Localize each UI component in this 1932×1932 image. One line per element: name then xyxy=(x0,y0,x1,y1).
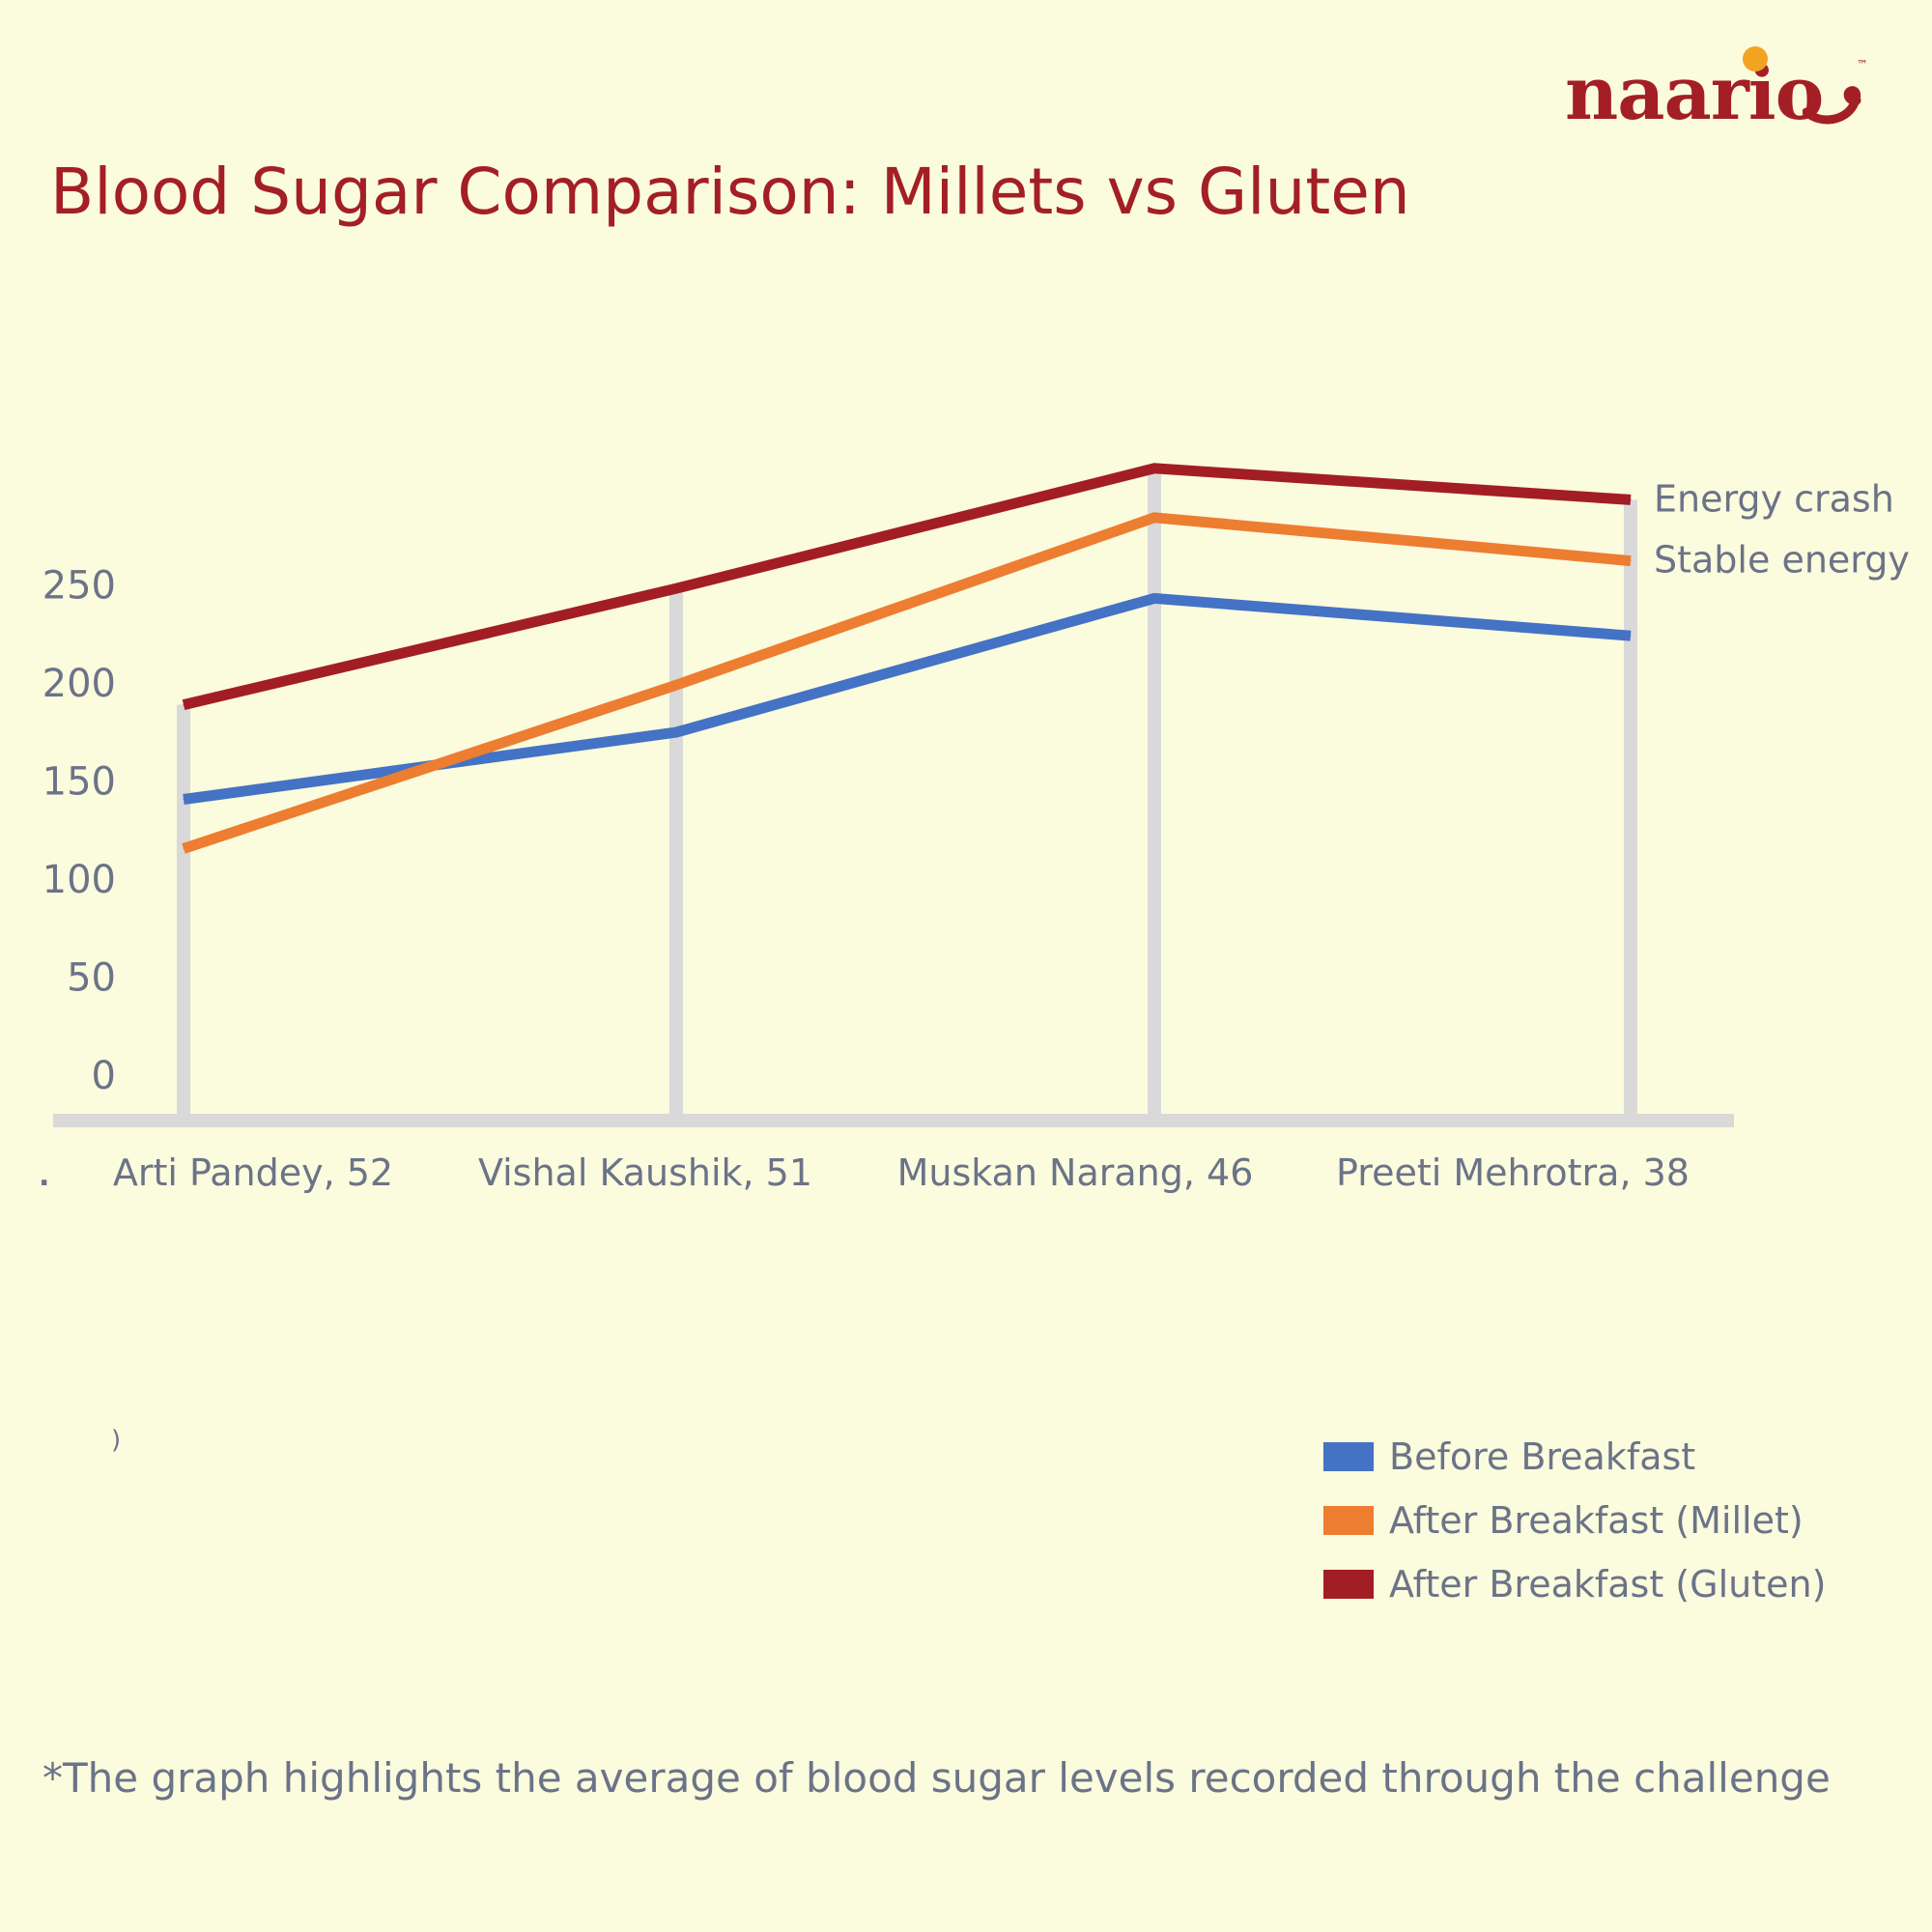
y-tick-label-250: 250 xyxy=(43,564,116,609)
annotation-0: Energy crash xyxy=(1654,477,1894,520)
footnote: *The graph highlights the average of blo… xyxy=(43,1754,1831,1802)
y-tick-label-0: 0 xyxy=(92,1054,116,1098)
legend-label-gluten: After Breakfast (Gluten) xyxy=(1389,1563,1827,1605)
series-line-0 xyxy=(183,592,1632,805)
legend-swatch-gluten xyxy=(1323,1570,1374,1599)
legend-item-millet: After Breakfast (Millet) xyxy=(1323,1489,1826,1552)
data-point-1-3 xyxy=(1630,560,1632,562)
data-point-1-2 xyxy=(1153,517,1155,519)
data-point-0-2 xyxy=(1153,597,1155,599)
data-point-2-2 xyxy=(1153,468,1155,469)
stray-mark: . xyxy=(39,1159,49,1193)
legend-label-before: Before Breakfast xyxy=(1389,1435,1696,1478)
data-point-0-1 xyxy=(675,731,677,733)
annotation-1: Stable energy xyxy=(1654,539,1910,582)
logo-dot xyxy=(1743,46,1768,71)
legend-item-gluten: After Breakfast (Gluten) xyxy=(1323,1552,1826,1616)
data-point-2-1 xyxy=(675,587,677,589)
y-tick-label-150: 150 xyxy=(43,760,116,805)
data-point-1-0 xyxy=(183,848,185,849)
legend-swatch-before xyxy=(1323,1442,1374,1471)
x-tick-label-0: Arti Pandey, 52 xyxy=(113,1151,393,1194)
brand-logo: naario ™ xyxy=(1565,46,1868,136)
y-tick-label-50: 50 xyxy=(67,956,116,1001)
series-line-2 xyxy=(182,463,1632,710)
page-title: Blood Sugar Comparison: Millets vs Glute… xyxy=(50,155,1410,229)
brand-name: naario xyxy=(1565,50,1824,136)
legend-item-before: Before Breakfast xyxy=(1323,1425,1826,1489)
x-tick-label-2: Muskan Narang, 46 xyxy=(897,1151,1254,1194)
x-tick-label-3: Preeti Mehrotra, 38 xyxy=(1336,1151,1690,1194)
legend-swatch-millet xyxy=(1323,1506,1374,1535)
legend-label-millet: After Breakfast (Millet) xyxy=(1389,1499,1804,1542)
logo-swirl-icon xyxy=(1803,86,1861,125)
y-tick-label-200: 200 xyxy=(43,662,116,706)
note-mark: ) xyxy=(111,1426,122,1455)
series-line-1 xyxy=(182,512,1632,854)
trademark-symbol: ™ xyxy=(1857,58,1868,71)
x-tick-label-1: Vishal Kaushik, 51 xyxy=(478,1151,812,1194)
data-point-0-3 xyxy=(1630,635,1632,637)
data-point-2-3 xyxy=(1630,498,1632,500)
data-point-0-0 xyxy=(183,799,185,800)
data-point-1-1 xyxy=(675,684,677,686)
chart-legend: Before Breakfast After Breakfast (Millet… xyxy=(1323,1425,1826,1616)
y-tick-label-100: 100 xyxy=(43,858,116,902)
data-point-2-0 xyxy=(183,704,185,706)
